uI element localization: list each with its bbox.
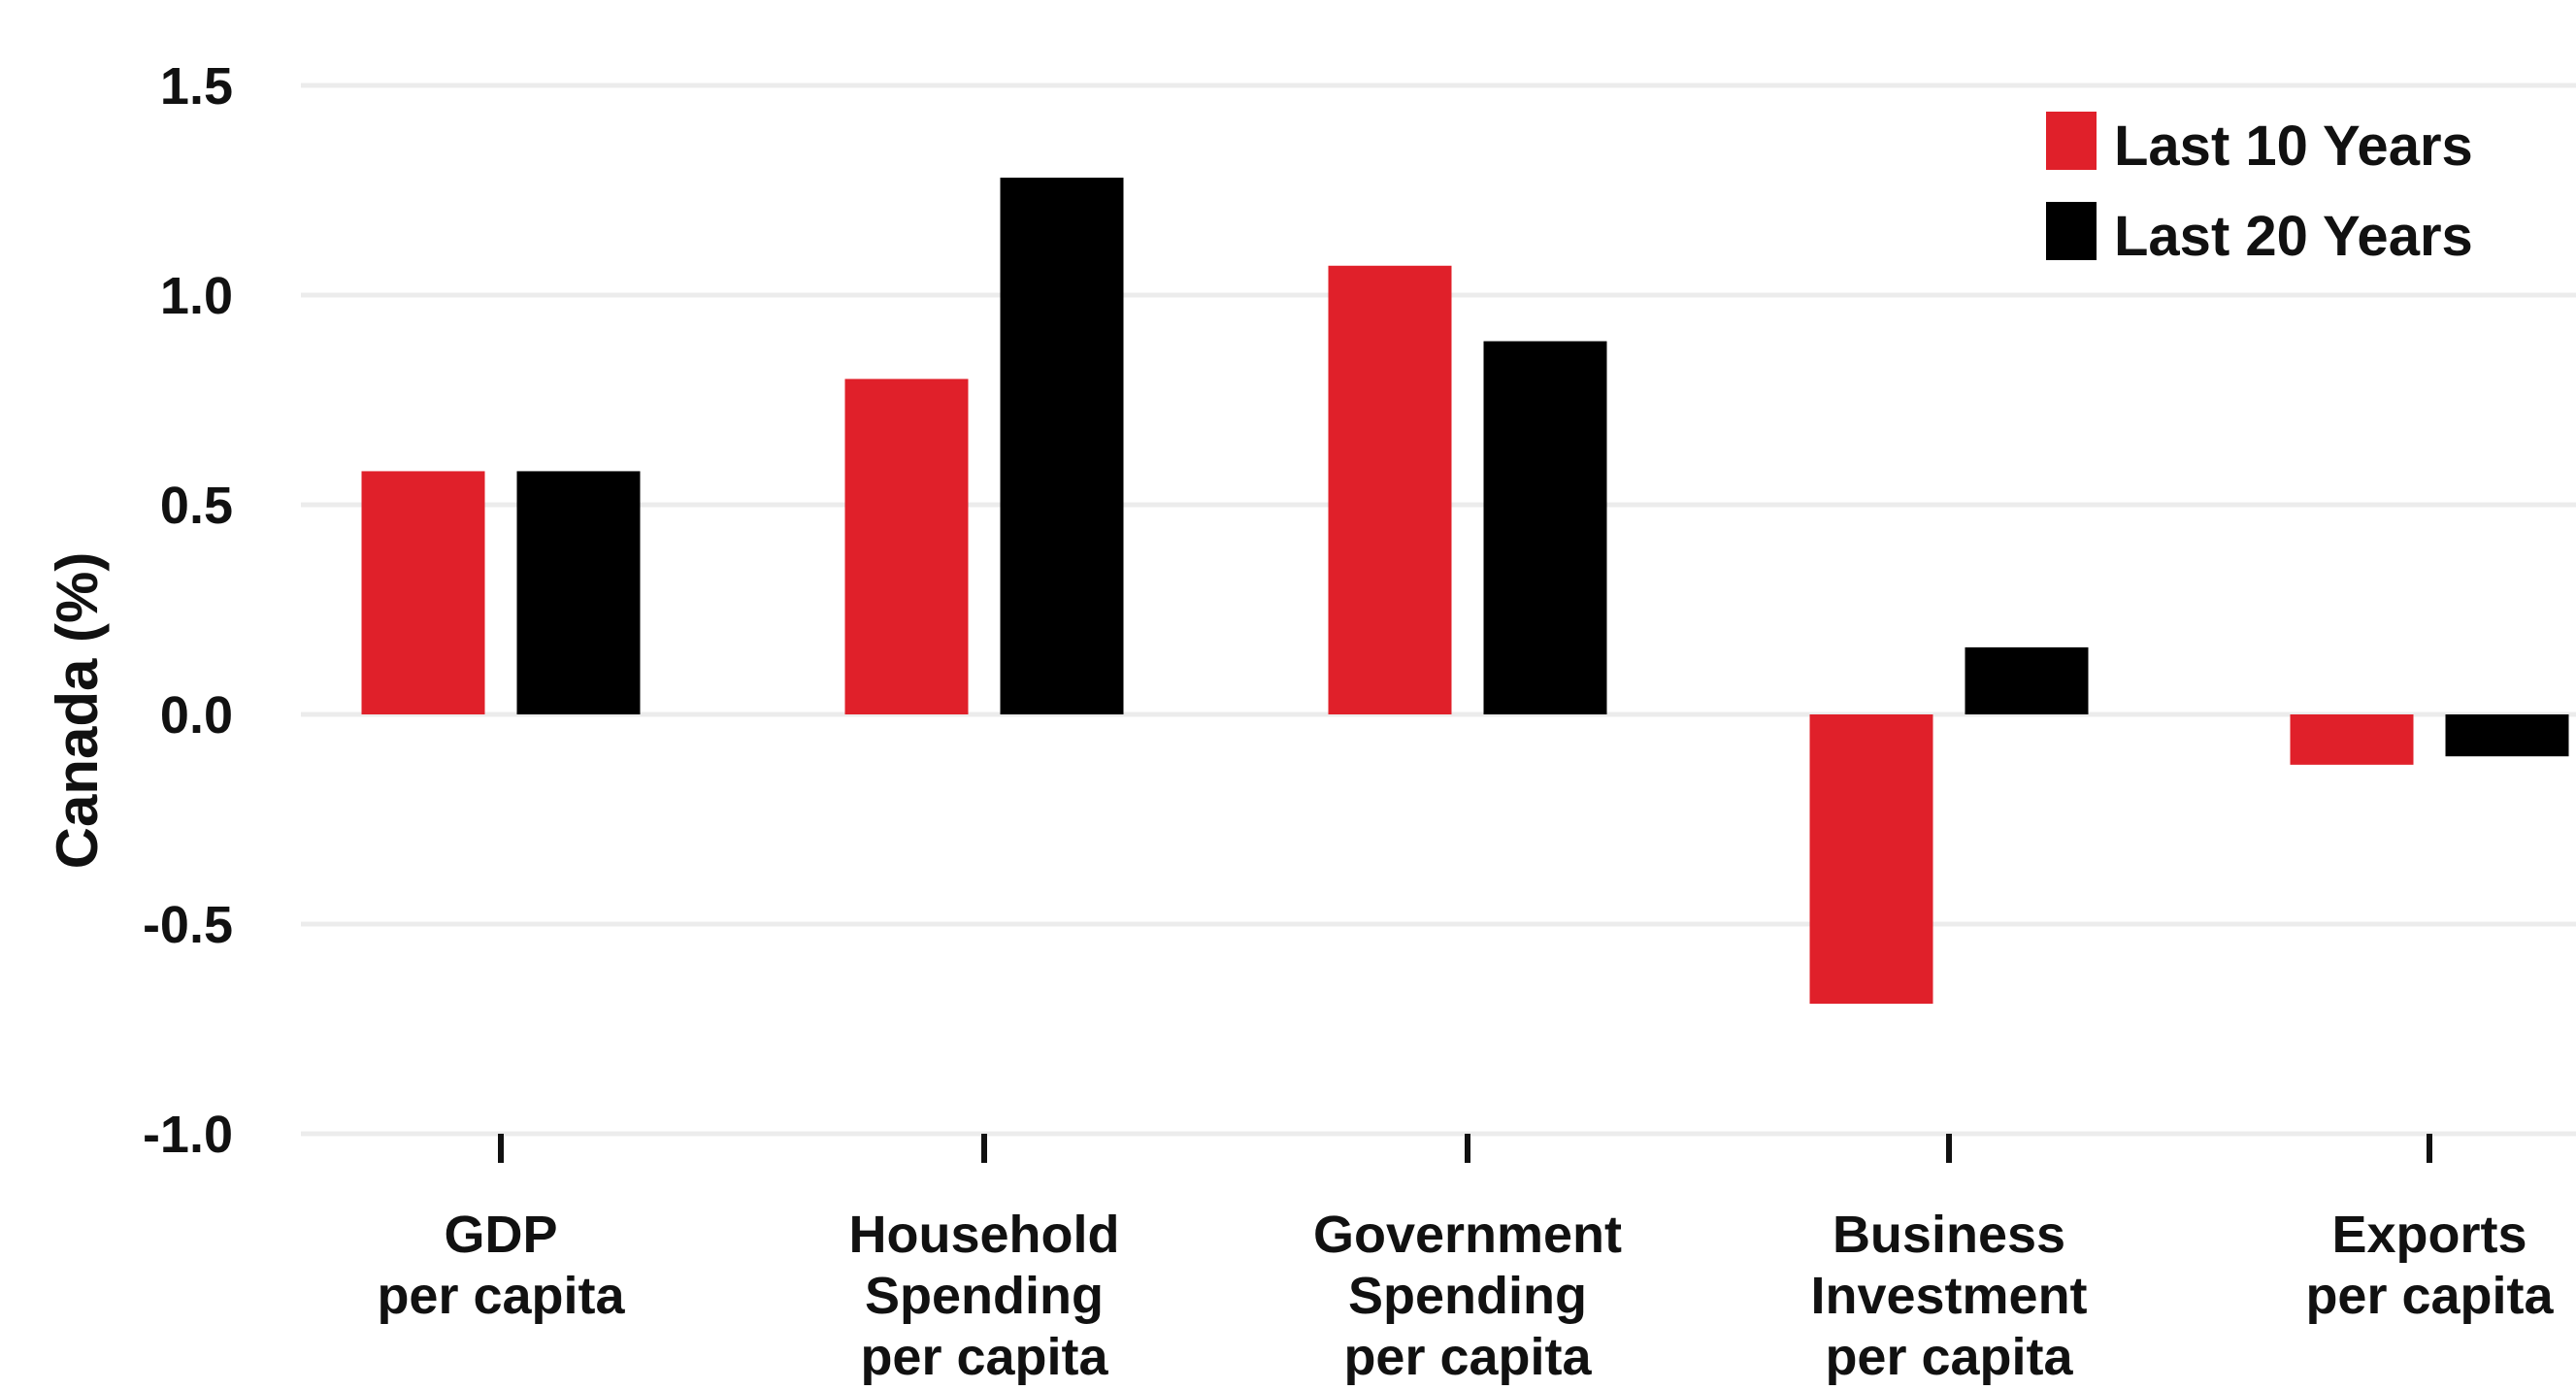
bar-last-10-years (844, 379, 969, 714)
bar-last-20-years (1000, 178, 1124, 715)
y-tick-label: -1.0 (143, 1106, 233, 1164)
bar-last-10-years (361, 471, 485, 714)
legend-swatch-last-20-years (2046, 202, 2097, 260)
category-label: Government Spending per capita (1313, 1206, 1622, 1385)
category-label: GDP per capita (377, 1206, 625, 1325)
category-label: Household Spending per capita (849, 1206, 1120, 1385)
y-tick-label: 0.5 (160, 477, 233, 535)
bar-last-10-years (1809, 714, 1933, 1005)
bar-last-20-years (1483, 341, 1607, 714)
y-axis-ticks: 1.5 1.0 0.5 0.0 -0.5 -1.0 (143, 57, 233, 1164)
bars (361, 178, 2569, 1005)
bar-last-20-years (2445, 714, 2569, 757)
x-axis-ticks (498, 1134, 2432, 1163)
category-label: Exports per capita (2305, 1206, 2554, 1325)
category-labels: GDP per capita Household Spending per capita… (377, 1206, 2554, 1386)
legend: Last 10 Years Last 20 Years (2046, 112, 2473, 268)
legend-swatch-last-10-years (2046, 112, 2097, 170)
legend-label-last-10-years: Last 10 Years (2114, 115, 2473, 178)
bar-last-10-years (2290, 714, 2414, 765)
bar-last-20-years (516, 471, 641, 714)
y-tick-label: 1.5 (160, 57, 233, 116)
y-axis-title: Canada (%) (45, 552, 110, 870)
y-tick-label: 0.0 (160, 686, 233, 745)
legend-label-last-20-years: Last 20 Years (2114, 205, 2473, 268)
bar-last-10-years (1328, 265, 1452, 714)
category-label: Business Investment per capita (1810, 1206, 2087, 1385)
y-tick-label: -0.5 (143, 896, 233, 954)
y-tick-label: 1.0 (160, 267, 233, 325)
bar-last-20-years (1965, 646, 2089, 714)
